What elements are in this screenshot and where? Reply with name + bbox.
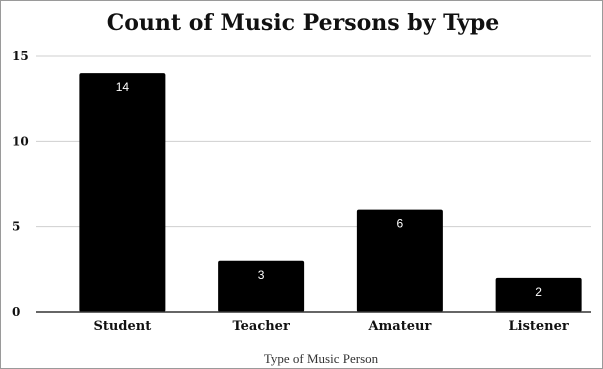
y-tick-label: 15 (12, 49, 29, 63)
x-category-label: Amateur (367, 319, 431, 334)
x-category-label: Student (94, 319, 152, 334)
data-label: 6 (397, 217, 404, 231)
data-label: 2 (535, 285, 542, 299)
bars: 14 3 6 2 (79, 73, 582, 312)
y-tick-label: 10 (12, 134, 29, 148)
bar-student (79, 73, 166, 312)
data-label: 3 (258, 268, 265, 282)
x-category-label: Listener (509, 319, 569, 334)
data-label: 14 (116, 80, 130, 94)
y-tick-label: 5 (12, 220, 20, 234)
y-tick-label: 0 (12, 305, 20, 319)
chart-title: Count of Music Persons by Type (107, 10, 500, 36)
bar-listener (495, 277, 582, 312)
x-axis-categories: Student Teacher Amateur Listener (94, 319, 569, 334)
x-axis-title: Type of Music Person (264, 351, 379, 366)
bar-teacher (218, 260, 305, 312)
x-category-label: Teacher (232, 319, 290, 334)
bar-amateur (356, 209, 443, 312)
y-axis-ticks: 0 5 10 15 (12, 49, 29, 319)
